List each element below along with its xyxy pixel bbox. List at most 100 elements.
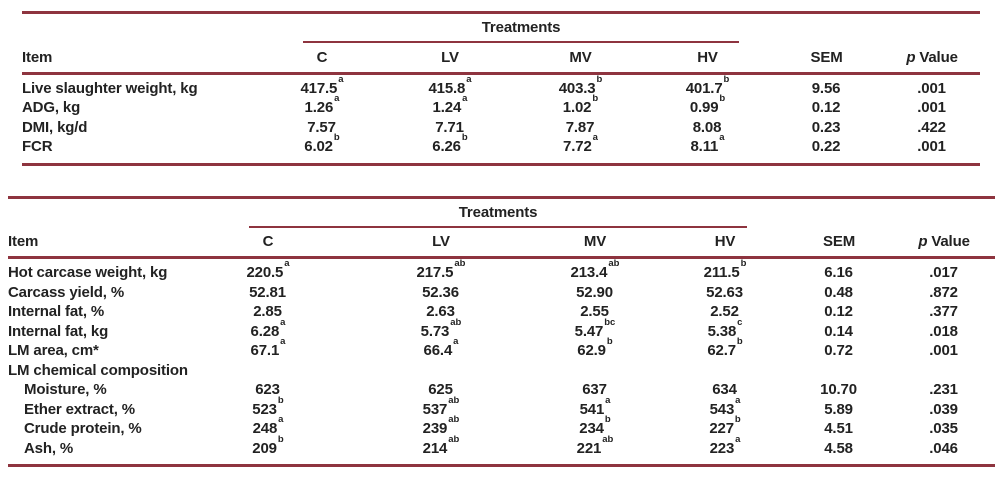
treatments-label: Treatments: [458, 203, 538, 221]
value-cell: .039: [893, 400, 995, 420]
cell-value: 6.28: [250, 322, 280, 340]
value-cell: 52.36: [357, 283, 525, 303]
treatments-spanner-underline: Treatments: [303, 14, 740, 43]
significance-superscript: b: [740, 258, 747, 269]
column-header-pvalue: p Value: [893, 227, 996, 259]
cell-value: 0.12: [811, 99, 841, 116]
cell-value: 2.63: [426, 303, 455, 320]
column-header-mv: MV: [515, 43, 646, 75]
significance-superscript: ab: [608, 258, 620, 269]
row-label-cell: Ether extract, %: [8, 400, 179, 420]
value-cell: 62.7b: [665, 337, 785, 361]
column-header-hv: HV: [665, 227, 786, 259]
value-cell: 6.28a: [179, 317, 357, 342]
row-label-cell: Live slaughter weight, kg: [22, 73, 259, 98]
value-cell: .001: [893, 341, 995, 361]
cell-value: .231: [929, 381, 958, 398]
cell-value: .001: [917, 99, 946, 116]
value-cell: .046: [893, 439, 995, 466]
column-header-row: Item C LV MV HV SEM p Value: [22, 43, 981, 75]
value-cell: .001: [884, 137, 980, 164]
cell-value: 62.7: [707, 342, 736, 359]
value-cell: .018: [893, 322, 995, 342]
row-label-cell: Carcass yield, %: [8, 283, 179, 303]
significance-superscript: a: [719, 132, 725, 143]
cell-value: 66.4: [423, 342, 453, 359]
significance-superscript: a: [605, 394, 611, 406]
column-header-row: Item C LV MV HV SEM p Value: [8, 227, 996, 259]
value-cell: 2.85: [179, 302, 357, 322]
value-cell: 217.5ab: [357, 258, 525, 283]
significance-superscript: b: [333, 132, 340, 143]
value-cell: 213.4ab: [525, 258, 665, 283]
significance-superscript: a: [284, 258, 290, 269]
cell-value: 217.5: [416, 264, 454, 281]
value-cell: 523b: [179, 395, 357, 420]
row-label-cell: Internal fat, %: [8, 302, 179, 322]
value-cell: 1.26a: [259, 94, 385, 118]
significance-superscript: a: [466, 73, 472, 85]
cell-value: 52.36: [422, 283, 459, 301]
value-cell: 634: [665, 380, 785, 400]
column-header-item: Item: [22, 43, 259, 75]
growth-performance-table-body: Live slaughter weight, kg 417.5a 415.8a 403…: [22, 73, 980, 164]
cell-value: 5.47: [574, 322, 604, 340]
value-cell: 8.08: [646, 118, 769, 138]
value-cell: 1.02b: [515, 94, 646, 118]
cell-value: 4.51: [824, 420, 853, 437]
value-cell: .017: [893, 258, 995, 283]
cell-value: 2.85: [253, 303, 282, 320]
row-label-cell: LM area, cm*: [8, 341, 179, 361]
cell-value: 403.3: [558, 79, 596, 97]
row-label-cell: DMI, kg/d: [22, 118, 259, 138]
cell-value: 1.02: [562, 99, 592, 116]
value-cell: [665, 361, 785, 381]
row-label: Crude protein, %: [24, 420, 142, 437]
treatments-spanner-cell: Treatments: [259, 13, 769, 43]
table-row: Live slaughter weight, kg 417.5a 415.8a 403…: [22, 73, 980, 98]
significance-superscript: a: [462, 93, 468, 104]
cell-value: .422: [917, 118, 946, 136]
value-cell: 541a: [525, 395, 665, 420]
significance-superscript: a: [338, 73, 344, 85]
value-cell: 0.99b: [646, 94, 769, 118]
row-label-cell: FCR: [22, 137, 259, 164]
cell-value: 541: [579, 400, 605, 418]
cell-value: 52.63: [706, 283, 743, 301]
cell-value: .001: [917, 138, 946, 155]
column-header-item: Item: [8, 227, 179, 259]
row-label: Internal fat, %: [8, 303, 105, 320]
cell-value: 5.73: [420, 322, 450, 340]
significance-superscript: a: [334, 93, 340, 104]
column-header-hv: HV: [646, 43, 770, 75]
row-label: DMI, kg/d: [22, 118, 88, 136]
cell-value: 1.26: [304, 99, 334, 116]
treatments-spanner-cell: Treatments: [179, 197, 785, 228]
value-cell: 220.5a: [179, 258, 357, 283]
column-header-c: C: [179, 227, 357, 259]
value-cell: 403.3b: [515, 73, 646, 98]
value-cell: 248a: [179, 415, 357, 439]
cell-value: 415.8: [428, 79, 466, 97]
cell-value: 6.26: [432, 138, 461, 155]
value-cell: 4.58: [785, 439, 893, 466]
p-italic: p: [906, 48, 916, 66]
value-cell: 227b: [665, 415, 785, 439]
cell-value: 401.7: [685, 79, 723, 97]
significance-superscript: ab: [602, 433, 614, 445]
significance-superscript: a: [280, 336, 286, 347]
cell-value: 10.70: [820, 381, 857, 398]
significance-superscript: b: [592, 93, 599, 104]
p-italic: p: [918, 233, 928, 251]
value-cell: 623: [179, 380, 357, 400]
value-cell: 5.38c: [665, 317, 785, 342]
carcass-characteristics-table: Treatments Item C LV MV HV SEM p Value Ho…: [8, 195, 996, 467]
column-header-c: C: [259, 43, 385, 75]
value-cell: 214ab: [357, 434, 525, 466]
significance-superscript: ab: [454, 258, 466, 269]
cell-value: 8.11: [690, 138, 719, 155]
value-cell: 2.52: [665, 302, 785, 322]
row-label: LM chemical composition: [8, 361, 188, 379]
table-row: Crude protein, % 248a 239ab 234b 227b 4.51.03…: [8, 415, 995, 439]
row-label: Hot carcase weight, kg: [8, 264, 168, 281]
